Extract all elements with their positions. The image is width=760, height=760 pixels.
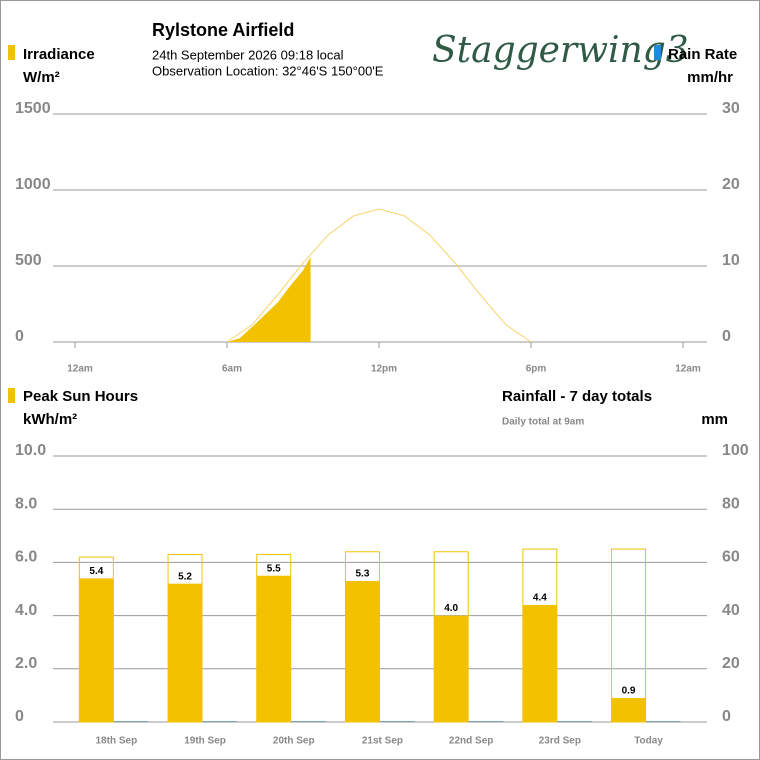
legend-swatch bbox=[8, 388, 15, 403]
y-tick-label: 500 bbox=[15, 252, 42, 269]
y-tick-label: 2.0 bbox=[15, 655, 37, 672]
x-tick-label: 22nd Sep bbox=[449, 736, 493, 747]
x-tick-label: Today bbox=[634, 736, 663, 747]
rainfall-bar bbox=[202, 721, 238, 722]
value-label: 5.2 bbox=[178, 571, 192, 582]
potential-bar bbox=[167, 553, 203, 723]
y2-tick-label: 0 bbox=[722, 708, 731, 725]
y2-tick-label: 0 bbox=[722, 328, 731, 345]
legend-swatch bbox=[8, 45, 15, 60]
x-tick-label: 20th Sep bbox=[273, 736, 315, 747]
y-tick-label: 6.0 bbox=[15, 549, 37, 566]
y-tick-label: 1000 bbox=[15, 176, 51, 193]
irradiance-area bbox=[227, 256, 311, 342]
rainfall-bar bbox=[556, 721, 592, 722]
value-label: 0.9 bbox=[622, 686, 636, 697]
rainfall-bar bbox=[468, 721, 504, 722]
value-label: 4.4 bbox=[533, 593, 547, 604]
y2-tick-label: 10 bbox=[722, 252, 740, 269]
rainfall-bar bbox=[379, 721, 415, 722]
sun-bar bbox=[434, 615, 469, 722]
sun-bar bbox=[522, 604, 557, 722]
rainfall-bar bbox=[113, 721, 149, 722]
y-tick-label: 8.0 bbox=[15, 495, 37, 512]
potential-bar bbox=[78, 556, 114, 723]
x-tick-label: 6pm bbox=[526, 364, 547, 375]
title: Rylstone Airfield bbox=[152, 20, 294, 40]
y-label: W/m² bbox=[23, 69, 60, 86]
y2-tick-label: 20 bbox=[722, 655, 740, 672]
y2-tick-label: 40 bbox=[722, 602, 740, 619]
x-tick-label: 12pm bbox=[371, 364, 397, 375]
sun-bar bbox=[345, 581, 380, 722]
y2-tick-label: 80 bbox=[722, 495, 740, 512]
x-tick-label: 12am bbox=[67, 364, 93, 375]
sun-bar bbox=[79, 578, 114, 722]
value-label: 5.4 bbox=[89, 566, 103, 577]
y2-tick-label: 60 bbox=[722, 549, 740, 566]
location: Observation Location: 32°46'S 150°00'E bbox=[152, 63, 384, 78]
x-tick-label: 18th Sep bbox=[96, 736, 138, 747]
y2-tick-label: 20 bbox=[722, 176, 740, 193]
value-label: 4.0 bbox=[444, 603, 458, 614]
y2-tick-label: 30 bbox=[722, 100, 740, 117]
potential-bar bbox=[433, 551, 469, 723]
y-tick-label: 4.0 bbox=[15, 602, 37, 619]
legend-label: Rain Rate bbox=[668, 46, 737, 63]
x-tick-label: 23rd Sep bbox=[539, 736, 581, 747]
rainfall-bar bbox=[290, 721, 326, 722]
potential-bar bbox=[256, 553, 292, 723]
y-tick-label: 1500 bbox=[15, 100, 51, 117]
potential-bar bbox=[611, 548, 647, 723]
value-label: 5.5 bbox=[267, 563, 281, 574]
y-tick-label: 0 bbox=[15, 328, 24, 345]
sun-bar bbox=[611, 698, 646, 722]
x-tick-label: 12am bbox=[675, 364, 701, 375]
x-tick-label: 19th Sep bbox=[184, 736, 226, 747]
sun-bar bbox=[256, 575, 291, 722]
y-tick-label: 10.0 bbox=[15, 442, 46, 459]
clear-sky-line bbox=[226, 208, 532, 343]
y2-label: mm bbox=[701, 411, 728, 428]
chart-subtitle: Daily total at 9am bbox=[502, 417, 584, 428]
datetime: 24th September 2026 09:18 local bbox=[152, 47, 344, 62]
rainfall-bar bbox=[645, 721, 681, 722]
potential-bar bbox=[344, 551, 380, 723]
logo: Staggerwing3 bbox=[432, 30, 689, 71]
value-label: 5.3 bbox=[355, 569, 369, 580]
x-tick-label: 21st Sep bbox=[362, 736, 403, 747]
x-tick-label: 6am bbox=[222, 364, 242, 375]
potential-bar bbox=[522, 548, 558, 723]
sun-bar bbox=[168, 583, 203, 722]
legend-label: Irradiance bbox=[23, 46, 95, 63]
y-label: kWh/m² bbox=[23, 411, 77, 428]
legend-label: Peak Sun Hours bbox=[23, 388, 138, 405]
chart-title: Rainfall - 7 day totals bbox=[502, 388, 652, 405]
y-tick-label: 0 bbox=[15, 708, 24, 725]
legend-swatch bbox=[654, 45, 661, 60]
y2-label: mm/hr bbox=[687, 69, 733, 86]
y2-tick-label: 100 bbox=[722, 442, 749, 459]
